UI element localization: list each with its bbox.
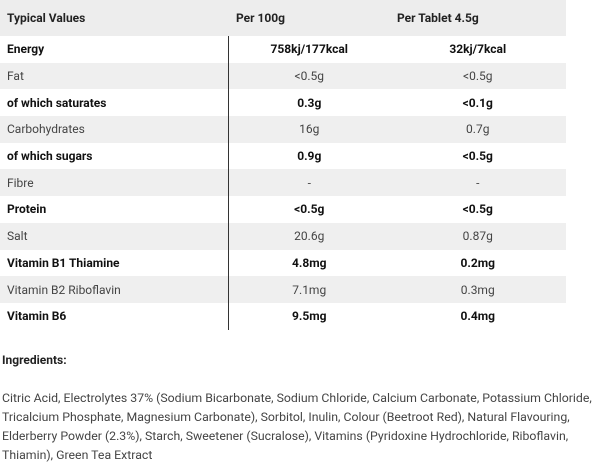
value-cell: 20.6g <box>294 229 325 244</box>
table-row: of which saturates 0.3g <0.1g <box>0 89 566 117</box>
row-label: Protein <box>0 196 229 223</box>
value-cell: 758kj/177kcal <box>270 42 348 57</box>
value-cell: <0.5g <box>462 202 493 217</box>
table-row: Vitamin B6 9.5mg 0.4mg <box>0 302 566 330</box>
ingredients-text: Citric Acid, Electrolytes 37% (Sodium Bi… <box>2 392 592 463</box>
value-cell: 0.2mg <box>460 255 496 270</box>
nutrition-table: Typical Values Per 100g Per Tablet 4.5g En… <box>0 0 566 330</box>
header-cell: Typical Values <box>0 0 228 36</box>
value-cell: 7.1mg <box>292 282 327 297</box>
table-row: Vitamin B2 Riboflavin 7.1mg 0.3mg <box>0 276 566 303</box>
row-label: Vitamin B1 Thiamine <box>0 249 229 277</box>
header-row: Typical Values Per 100g Per Tablet 4.5g <box>0 0 566 36</box>
row-label: Energy <box>0 36 229 63</box>
row-label: Carbohydrates <box>0 116 229 143</box>
table-row: Fibre - - <box>0 169 566 197</box>
value-cell: - <box>307 175 311 190</box>
row-label: Vitamin B2 Riboflavin <box>0 276 229 303</box>
value-cell: <0.1g <box>462 95 493 110</box>
table-row: Carbohydrates 16g 0.7g <box>0 116 566 143</box>
value-cell: <0.5g <box>294 69 325 84</box>
ingredients-title: Ingredients: <box>2 353 67 367</box>
value-cell: - <box>476 175 480 190</box>
value-cell: <0.5g <box>294 202 325 217</box>
value-cell: 0.9g <box>297 149 322 164</box>
table-header: Typical Values Per 100g Per Tablet 4.5g <box>0 0 566 36</box>
header-cell: Per 100g <box>228 0 390 36</box>
table-row: Fat <0.5g <0.5g <box>0 62 566 90</box>
value-cell: 16g <box>299 122 320 137</box>
row-label: of which sugars <box>0 142 229 170</box>
table-row: Energy 758kj/177kcal 32kj/7kcal <box>0 36 566 63</box>
row-label: Salt <box>0 222 229 250</box>
value-cell: 0.7g <box>466 122 490 137</box>
table-row: Protein <0.5g <0.5g <box>0 196 566 223</box>
row-label: Fibre <box>0 169 229 197</box>
row-label: Fat <box>0 62 229 90</box>
row-label: Vitamin B6 <box>0 302 229 330</box>
value-cell: 0.3mg <box>460 282 495 297</box>
header-cell: Per Tablet 4.5g <box>390 0 566 36</box>
table-row: Salt 20.6g 0.87g <box>0 222 566 250</box>
value-cell: 0.4mg <box>460 309 496 324</box>
table-body: Energy 758kj/177kcal 32kj/7kcal Fat <0.5g <0.… <box>0 36 566 330</box>
value-cell: 0.87g <box>462 229 493 244</box>
value-cell: 4.8mg <box>292 255 327 270</box>
table-row: Vitamin B1 Thiamine 4.8mg 0.2mg <box>0 249 566 277</box>
value-cell: 32kj/7kcal <box>449 42 507 57</box>
value-cell: <0.5g <box>462 149 493 164</box>
value-cell: 0.3g <box>297 95 322 110</box>
value-cell: <0.5g <box>463 69 493 84</box>
table-row: of which sugars 0.9g <0.5g <box>0 142 566 170</box>
row-label: of which saturates <box>0 89 229 117</box>
value-cell: 9.5mg <box>292 309 327 324</box>
